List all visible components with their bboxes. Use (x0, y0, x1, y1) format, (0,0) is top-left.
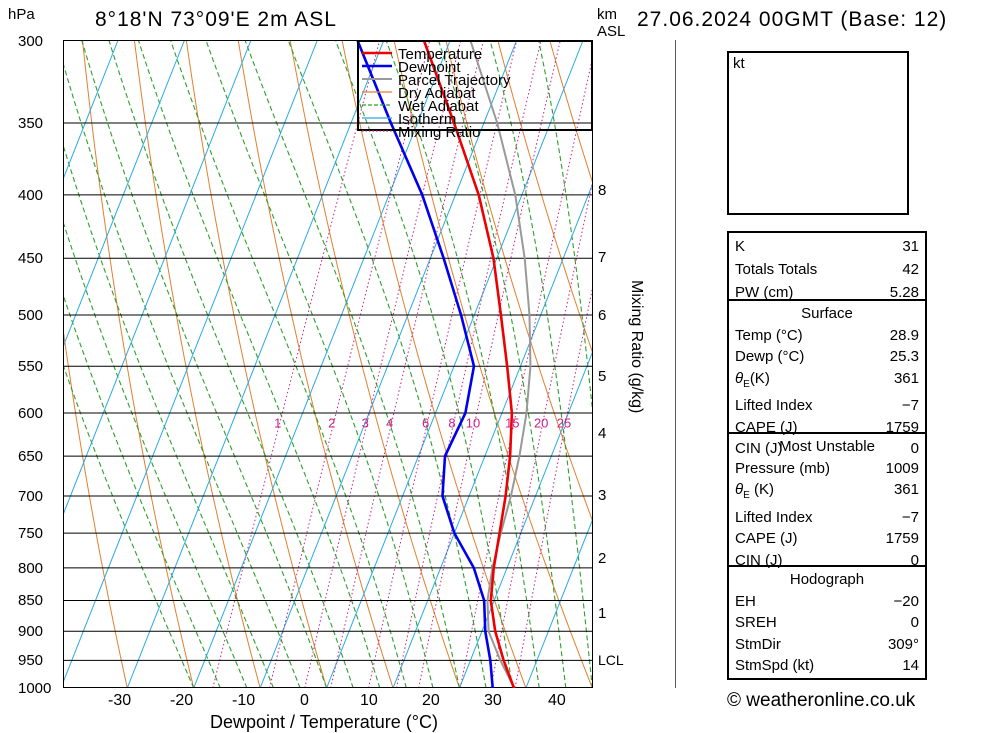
svg-text:10: 10 (466, 416, 480, 431)
svg-text:6: 6 (422, 416, 429, 431)
svg-text:8: 8 (448, 416, 455, 431)
svg-text:15: 15 (505, 416, 519, 431)
svg-text:3: 3 (362, 416, 369, 431)
svg-text:4: 4 (386, 416, 393, 431)
svg-text:25: 25 (557, 416, 571, 431)
svg-text:Mixing Ratio: Mixing Ratio (398, 124, 481, 141)
svg-text:1: 1 (274, 416, 281, 431)
svg-text:2: 2 (328, 416, 335, 431)
svg-text:20: 20 (534, 416, 548, 431)
